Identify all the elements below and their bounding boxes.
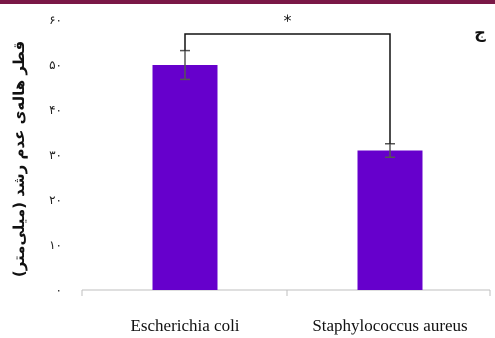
header-accent-strip (0, 0, 495, 4)
bar-1 (357, 150, 423, 290)
y-tick-label-20: ۲۰ (49, 193, 62, 207)
y-tick-label-30: ۳۰ (49, 148, 62, 162)
category-label-1: Staphylococcus aureus (312, 316, 467, 335)
significance-bracket (184, 33, 391, 144)
y-tick-label-0: ۰ (56, 283, 62, 297)
y-tick-label-50: ۵۰ (49, 58, 62, 72)
y-tick-label-10: ۱۰ (49, 238, 62, 252)
category-label-0: Escherichia coli (130, 316, 239, 335)
y-tick-label-60: ۶۰ (49, 13, 62, 27)
y-tick-label-40: ۴۰ (49, 103, 62, 117)
y-axis-label: قطر هاله‌ی عدم رشد (میلی‌متر) (10, 41, 28, 277)
significance-label: * (284, 11, 292, 30)
panel-label: ج (474, 23, 486, 42)
bar-0 (152, 65, 218, 290)
